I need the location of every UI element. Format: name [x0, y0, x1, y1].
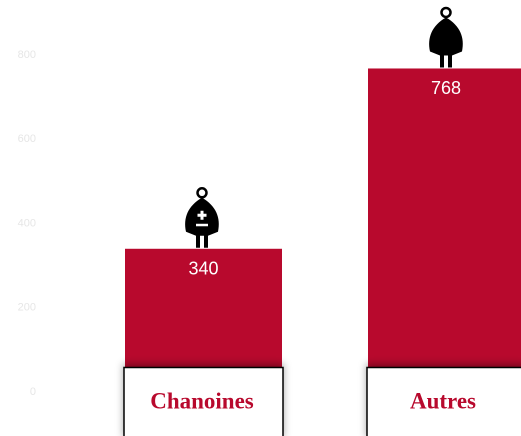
icon-band	[196, 223, 208, 227]
category-box	[366, 366, 521, 436]
y-tick-label: 200	[18, 302, 36, 314]
icon-ring	[440, 6, 452, 19]
bar	[368, 68, 521, 392]
y-tick-label: 0	[30, 386, 36, 398]
x-tick-label: Autres	[410, 388, 476, 413]
category-box	[123, 366, 284, 436]
value-label: 340	[188, 259, 218, 279]
y-tick-label: 800	[18, 49, 36, 61]
figure-icon	[429, 6, 463, 68]
figure-icon	[185, 187, 219, 248]
icon-body	[429, 17, 463, 68]
y-tick-label: 400	[18, 217, 36, 229]
y-tick-label: 600	[18, 133, 36, 145]
x-tick-label: Chanoines	[150, 388, 254, 413]
icon-body	[185, 197, 219, 248]
icon-cross	[197, 210, 207, 220]
value-label: 768	[431, 78, 461, 98]
icon-ring	[196, 187, 208, 199]
